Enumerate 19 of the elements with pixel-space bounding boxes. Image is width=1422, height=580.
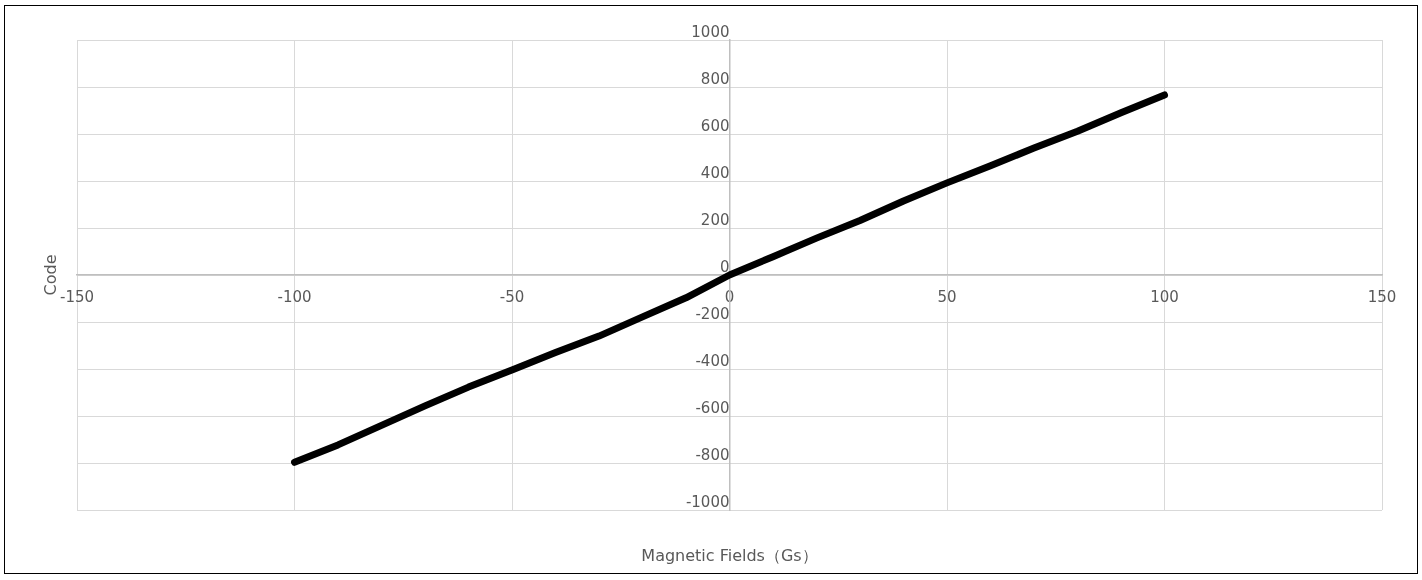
y-tick-label: 600 [700,116,730,135]
y-tick-label: -400 [695,351,730,370]
y-tick-label: 400 [700,163,730,182]
y-tick-label: 200 [700,210,730,229]
x-tick-label: -50 [499,287,525,306]
x-tick-label: -150 [59,287,95,306]
y-tick-label: -1000 [685,492,730,511]
y-tick-label: 1000 [691,22,730,41]
y-axis-title: Code [41,254,61,296]
x-tick-label: 50 [937,287,957,306]
x-tick-label: 150 [1367,287,1397,306]
x-tick-label: 100 [1150,287,1179,306]
y-tick-label: -200 [695,304,730,323]
y-tick-label: 0 [719,257,730,276]
y-tick-label: -800 [695,445,730,464]
y-tick-label: -600 [695,398,730,417]
y-tick-label: 800 [700,69,730,88]
x-axis-title: Magnetic Fields（Gs） [641,546,818,566]
x-tick-label: -100 [277,287,312,306]
